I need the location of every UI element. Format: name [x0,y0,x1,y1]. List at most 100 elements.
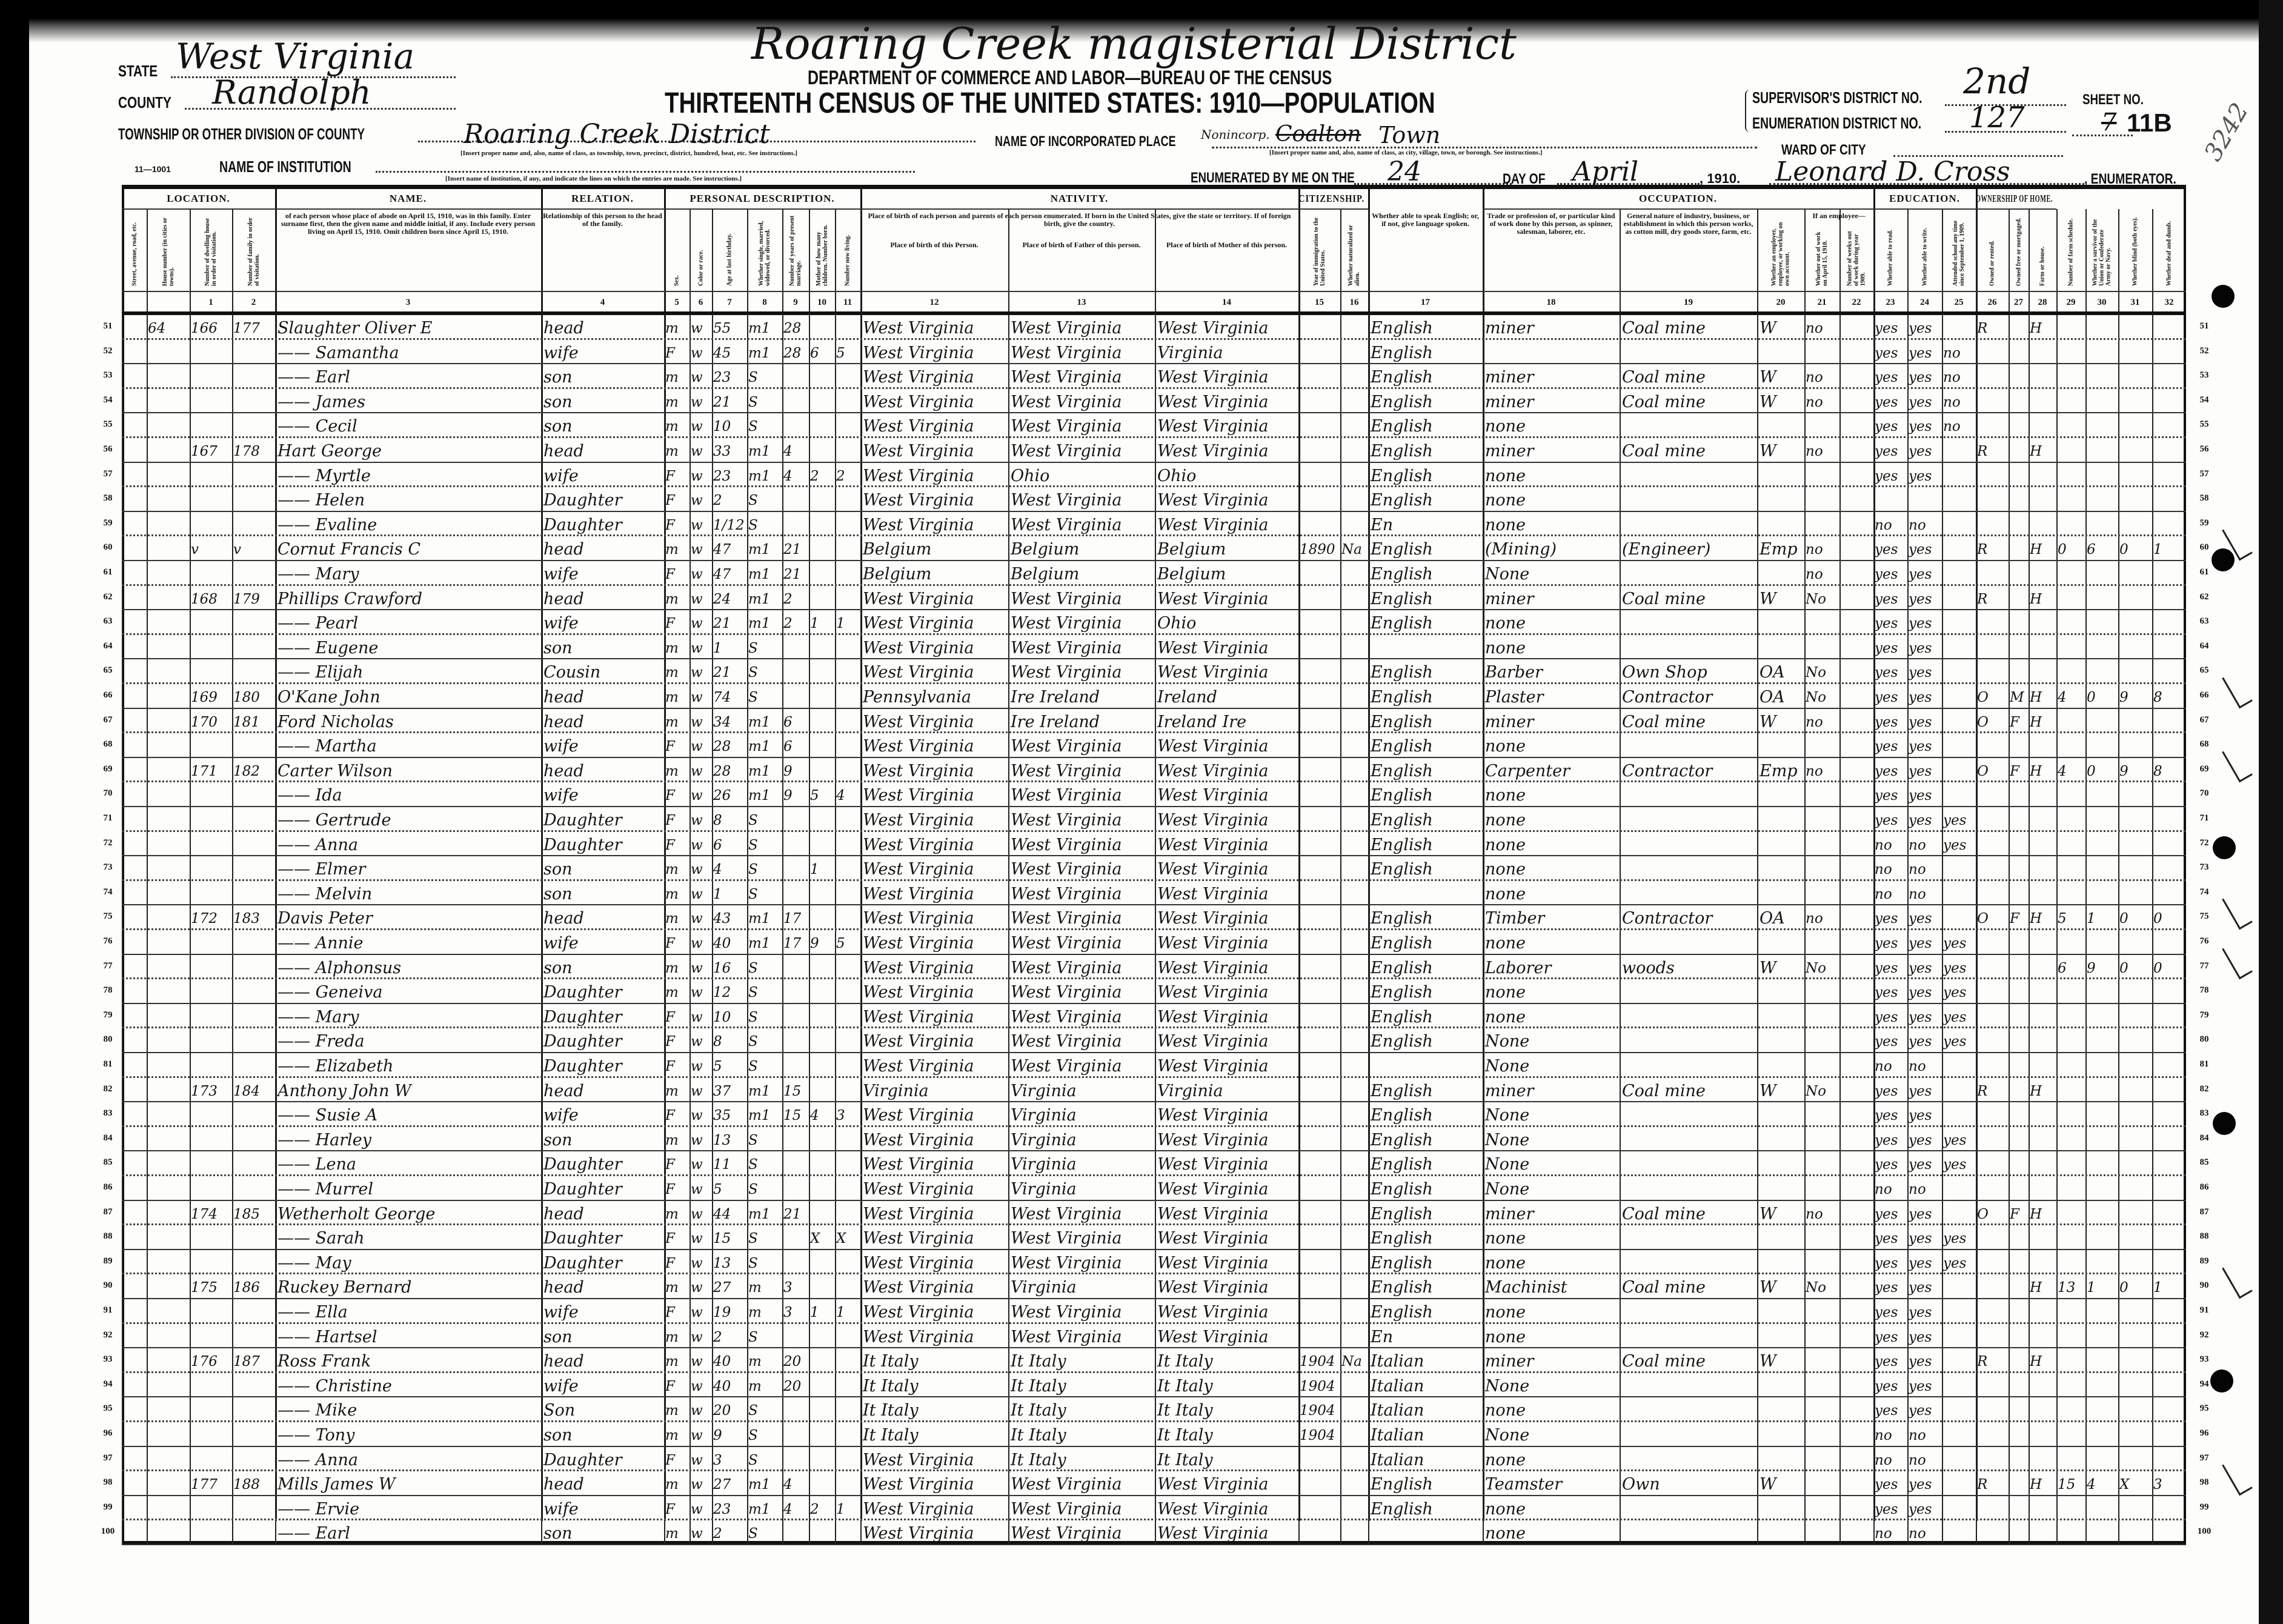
cell-oow: No [1806,591,1826,607]
cell-living: 1 [836,1305,845,1320]
line-number-left: 88 [103,1231,113,1242]
cell-emp: Emp [1760,761,1798,780]
group-header-text: Name. [389,193,427,204]
column-number: 30 [2085,291,2118,313]
cell-mar: m1 [748,1477,771,1493]
column-header-text: Whether deaf and dumb. [2165,221,2173,286]
cell-emp: W [1760,712,1776,731]
table-row: —— Alphonsus son m w 16 S West Virginia West Vi… [122,955,2186,980]
cell-c32: 8 [2153,763,2162,779]
cell-name: Carter Wilson [277,761,393,780]
cell-age: 4 [713,862,722,878]
cell-fbp: West Virginia [1011,368,1122,387]
cell-c31: 9 [2119,690,2128,705]
cell-write: yes [1909,1157,1932,1173]
column-header-oow: Whether out of work on April 15, 1910. [1804,224,1839,288]
line-number-left: 84 [103,1133,113,1143]
cell-fbp: West Virginia [1011,835,1122,854]
cell-trade: none [1485,860,1526,879]
cell-mbp: West Virginia [1157,786,1269,805]
cell-school: yes [1943,1157,1967,1173]
column-header-mbp: Place of birth of Mother of this person. [1155,240,1298,288]
cell-emp: W [1760,1204,1776,1223]
column-header-text: Attended school any time since September… [1952,220,1966,286]
cell-mar: S [748,394,758,410]
cell-mbp: West Virginia [1157,884,1269,904]
cell-emp: W [1760,589,1776,608]
cell-c29: 0 [2058,542,2067,558]
cell-fbp: Virginia [1011,1081,1077,1100]
cell-sex: m [665,690,679,705]
cell-bp: West Virginia [863,860,974,879]
cell-sex: m [665,321,679,336]
cell-write: no [1909,862,1926,878]
cell-sex: F [665,1108,675,1124]
district-brace [1745,90,1753,132]
column-divider [2056,209,2058,1545]
cell-name: Mills James W [277,1475,396,1494]
line-number-right: 98 [2199,1477,2209,1488]
cell-imm: 1904 [1300,1428,1335,1443]
cell-write: no [1909,1059,1926,1074]
cell-sex: F [665,1157,675,1173]
cell-rel: son [543,860,573,879]
column-header-write: Whether able to write. [1907,211,1942,288]
line-number-right: 96 [2199,1428,2209,1438]
cell-write: yes [1909,714,1932,730]
column-header-text: Whether an employer, employee, or workin… [1770,222,1791,286]
cell-rel: wife [543,737,579,756]
table-row: 167 178 Hart George head m w 33 m1 4 West Virgini… [122,438,2186,463]
cell-fbp: West Virginia [1011,319,1122,338]
cell-mar: m1 [748,321,771,336]
cell-mbp: West Virginia [1157,737,1269,756]
cell-fam: 180 [233,690,260,705]
incorporated-place-line [1212,147,1757,148]
line-number-left: 77 [103,960,113,971]
cell-race: w [691,813,703,828]
cell-fbp: West Virginia [1011,1499,1122,1519]
cell-name: —— Christine [277,1376,392,1396]
cell-bp: West Virginia [863,343,974,362]
cell-write: yes [1909,1280,1932,1296]
table-row: 174 185 Wetherholt George head m w 44 m1 21 West … [122,1201,2186,1226]
cell-lang: Italian [1371,1426,1424,1445]
line-number-left: 87 [103,1206,113,1217]
cell-lang: English [1371,1253,1433,1273]
cell-farm: H [2030,1477,2042,1493]
cell-ind: Coal mine [1622,1278,1706,1297]
line-number-right: 54 [2199,394,2209,405]
cell-name: —— May [277,1253,351,1273]
cell-read: yes [1875,714,1898,730]
cell-rel: son [543,417,573,436]
line-number-left: 52 [103,345,113,356]
cell-sex: m [665,1354,679,1370]
cell-read: yes [1875,640,1898,656]
cell-lang: English [1371,786,1433,805]
cell-trade: none [1485,1524,1526,1543]
column-header-text: Whether able to read. [1887,230,1894,286]
cell-sex: F [665,813,675,828]
cell-trade: none [1485,638,1526,657]
cell-rel: son [543,392,573,411]
cell-fbp: West Virginia [1011,515,1122,534]
cell-bp: West Virginia [863,638,974,657]
column-header-text: Number of dwelling house in order of vis… [204,218,218,286]
cell-lang: English [1371,442,1433,461]
cell-sex: F [665,788,675,804]
column-divider [664,209,665,1545]
township-line [418,141,975,142]
check-mark-icon [2222,892,2253,930]
supervisor-district-value: 2nd [1963,61,2031,102]
cell-mar: m1 [748,345,771,361]
cell-age: 55 [713,321,731,336]
cell-age: 1 [713,640,722,656]
cell-write: yes [1909,665,1932,681]
cell-mbp: West Virginia [1157,1032,1269,1051]
line-number-right: 99 [2199,1502,2209,1512]
cell-yrs: 6 [783,714,793,730]
cell-write: yes [1909,1108,1932,1124]
cell-mar: m1 [748,444,771,459]
cell-bp: West Virginia [863,1303,974,1322]
cell-bp: West Virginia [863,1155,974,1174]
